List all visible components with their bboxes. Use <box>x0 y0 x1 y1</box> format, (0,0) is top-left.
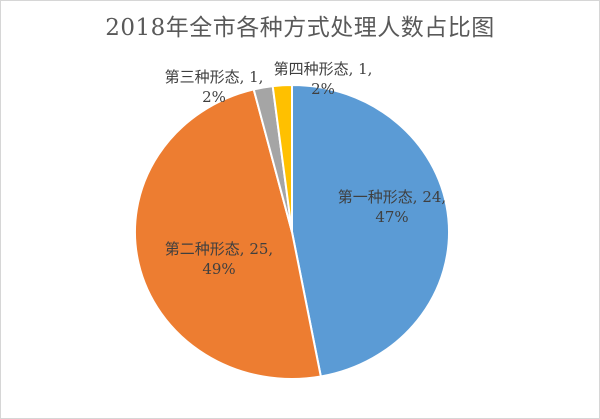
data-label-2-line2: 49% <box>202 260 236 278</box>
data-label-2: 第二种形态, 25, 49% <box>165 239 273 279</box>
pie-slice-2 <box>133 88 323 380</box>
data-label-4: 第四种形态, 1, 2% <box>274 59 373 99</box>
data-label-3-line1: 第三种形态, 1, <box>164 68 264 86</box>
chart-title: 2018年全市各种方式处理人数占比图 <box>105 15 495 41</box>
data-label-1: 第一种形态, 24, 47% <box>338 187 446 227</box>
data-label-1-line2: 47% <box>375 208 409 226</box>
data-label-3: 第三种形态, 1, 2% <box>165 67 264 107</box>
data-label-4-line2: 2% <box>311 80 335 98</box>
data-label-1-line1: 第一种形态, 24, <box>337 188 447 206</box>
data-label-4-line1: 第四种形态, 1, <box>273 60 373 78</box>
data-label-2-line1: 第二种形态, 25, <box>164 240 274 258</box>
data-label-3-line2: 2% <box>202 88 226 106</box>
pie-slice-4 <box>271 83 293 233</box>
pie-slice-1 <box>291 83 451 378</box>
